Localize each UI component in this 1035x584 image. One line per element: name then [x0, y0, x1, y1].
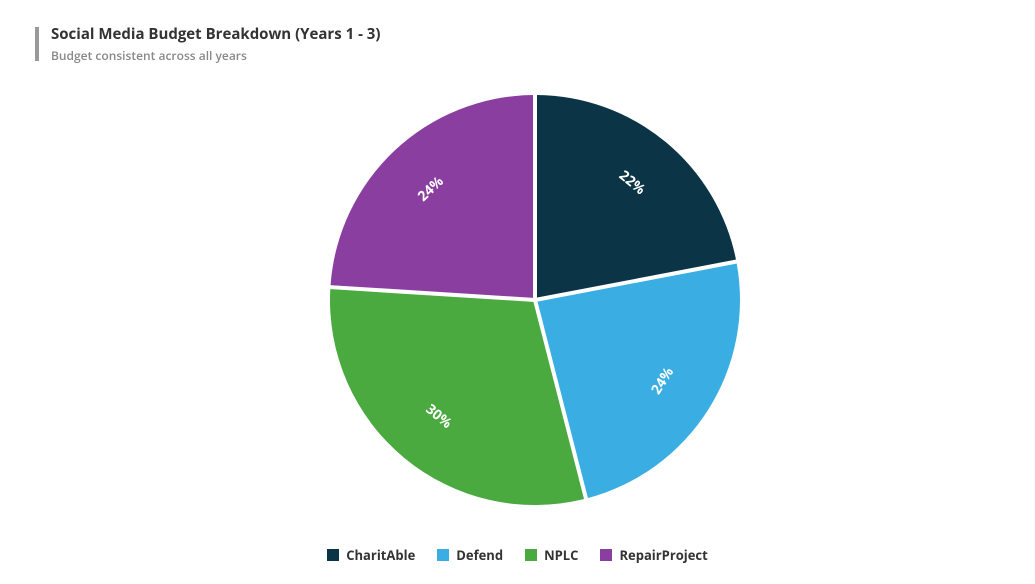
legend-swatch	[525, 549, 537, 561]
legend-swatch	[437, 549, 449, 561]
legend-swatch	[600, 549, 612, 561]
legend-item: NPLC	[525, 546, 578, 564]
legend-label: RepairProject	[619, 546, 707, 564]
legend-item: CharitAble	[327, 546, 415, 564]
legend-label: NPLC	[544, 546, 578, 564]
legend-item: RepairProject	[600, 546, 707, 564]
legend-item: Defend	[437, 546, 503, 564]
pie-chart: 22%24%30%24%	[0, 0, 1035, 584]
legend-label: Defend	[456, 546, 503, 564]
page-root: Social Media Budget Breakdown (Years 1 -…	[0, 0, 1035, 584]
legend-label: CharitAble	[346, 546, 415, 564]
chart-legend: CharitAble Defend NPLC RepairProject	[0, 546, 1035, 564]
legend-swatch	[327, 549, 339, 561]
